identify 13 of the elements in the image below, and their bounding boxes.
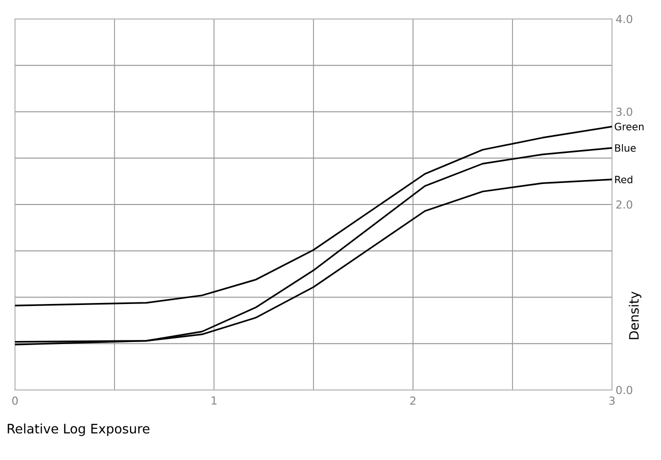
x-tick-label: 0 — [12, 396, 18, 405]
x-tick-label: 3 — [609, 396, 615, 405]
x-axis-title: Relative Log Exposure — [8, 424, 150, 436]
y-tick-label: 3.0 — [616, 108, 632, 116]
series-label: Red — [615, 176, 632, 184]
series-label: Green — [614, 122, 644, 130]
y-tick-label: 4.0 — [616, 14, 632, 24]
y-tick-label: 0.0 — [616, 386, 632, 394]
x-tick-label: 2 — [410, 396, 416, 405]
y-axis-title: Density — [628, 292, 642, 340]
x-tick-label: 1 — [212, 396, 216, 405]
y-tick-label: 2.0 — [616, 200, 632, 209]
series-label: Blue — [615, 144, 636, 152]
